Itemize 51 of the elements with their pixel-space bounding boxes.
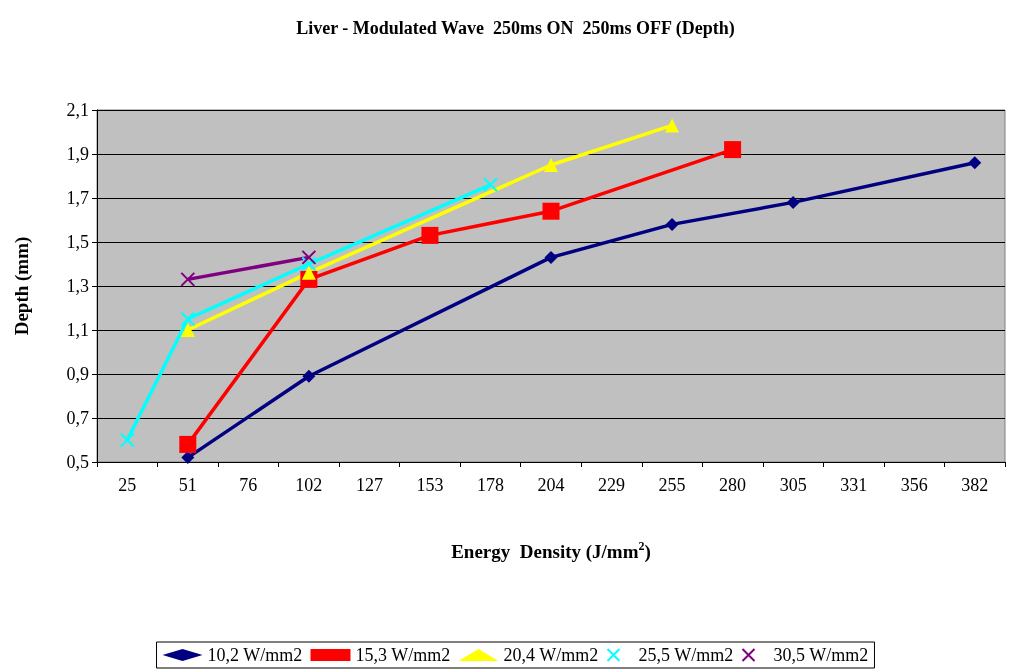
point xyxy=(179,435,197,453)
y-tick-label: 0,7 xyxy=(66,408,89,428)
x-tick-label: 127 xyxy=(355,475,383,495)
point xyxy=(301,265,316,280)
x-tick-label: 382 xyxy=(961,475,989,495)
x-tick-label: 25 xyxy=(118,475,137,495)
x-tick-label: 280 xyxy=(719,475,747,495)
x-tick-label: 255 xyxy=(658,475,686,495)
point xyxy=(180,311,196,327)
legend-label: 15,3 W/mm2 xyxy=(355,645,451,665)
y-axis-title: Depth (mm) xyxy=(11,236,33,336)
y-tick-label: 1,5 xyxy=(66,232,89,252)
point xyxy=(665,217,679,231)
x-tick-label: 51 xyxy=(178,475,197,495)
x-tick-label: 178 xyxy=(476,475,504,495)
x-tick-label: 76 xyxy=(239,475,258,495)
y-tick-label: 0,5 xyxy=(66,452,89,472)
point xyxy=(301,249,317,265)
x-tick-label: 229 xyxy=(598,475,626,495)
chart-title: Liver - Modulated Wave 250ms ON 250ms OFF (Depth) xyxy=(296,18,735,39)
legend-label: 25,5 W/mm2 xyxy=(638,645,734,665)
point xyxy=(482,177,498,193)
point xyxy=(180,271,196,287)
y-tick-label: 2,1 xyxy=(66,100,89,120)
y-tick-label: 1,3 xyxy=(66,276,89,296)
y-tick-label: 1,1 xyxy=(66,320,89,340)
point xyxy=(786,195,800,209)
y-tick-label: 1,9 xyxy=(66,144,89,164)
point xyxy=(544,250,558,264)
point xyxy=(180,323,195,337)
point xyxy=(968,156,982,170)
x-tick-label: 204 xyxy=(537,475,565,495)
point xyxy=(119,432,135,448)
x-tick-label: 356 xyxy=(900,475,928,495)
legend-label: 10,2 W/mm2 xyxy=(207,645,303,665)
y-tick-label: 1,7 xyxy=(66,188,89,208)
point xyxy=(181,451,195,465)
x-tick-label: 305 xyxy=(779,475,807,495)
point xyxy=(301,256,317,272)
x-tick-label: 102 xyxy=(295,475,323,495)
point xyxy=(724,141,742,159)
point xyxy=(302,369,316,383)
point xyxy=(544,158,558,172)
x-tick-label: 153 xyxy=(416,475,444,495)
y-tick-label: 0,9 xyxy=(66,364,89,384)
x-tick-label: 331 xyxy=(840,475,868,495)
legend-label: 20,4 W/mm2 xyxy=(503,645,599,665)
legend-label: 30,5 W/mm2 xyxy=(773,645,869,665)
point xyxy=(421,226,439,244)
point xyxy=(542,202,560,220)
point xyxy=(665,118,680,133)
